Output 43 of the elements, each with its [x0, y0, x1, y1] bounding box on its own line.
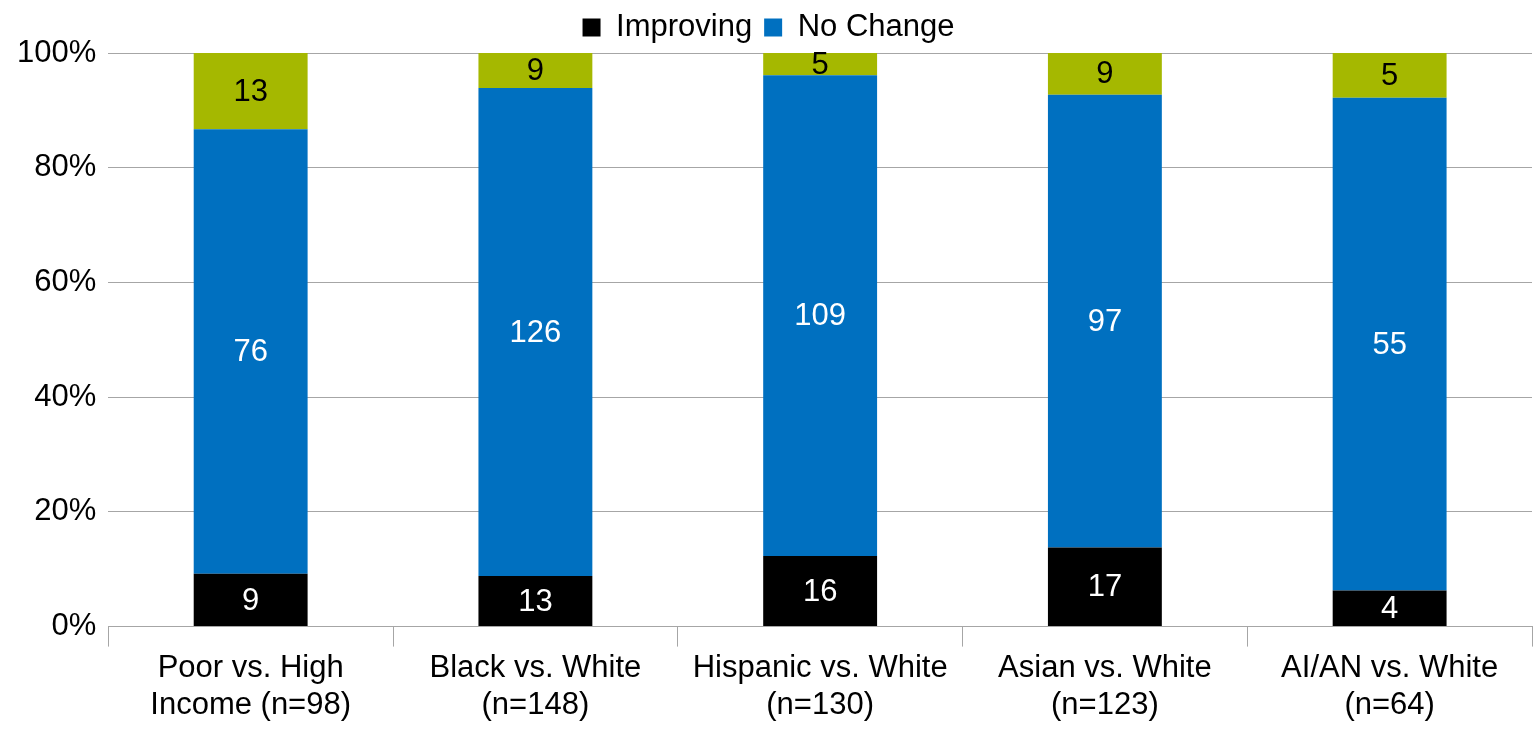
annotation: 9	[1096, 55, 1114, 91]
bar	[193, 573, 308, 627]
y-tick-label: 20%	[34, 492, 97, 528]
annotation: 76	[233, 333, 268, 369]
bar	[193, 129, 308, 574]
bar	[763, 556, 878, 627]
bar	[1047, 94, 1162, 548]
annotation: 13	[518, 582, 553, 618]
bar	[478, 87, 593, 577]
annotation: 13	[233, 72, 268, 108]
annotation: 97	[1087, 302, 1123, 338]
annotation: 5	[1381, 56, 1399, 92]
bar	[1332, 97, 1447, 591]
y-tick-label: 60%	[34, 262, 97, 298]
annotation: 4	[1381, 589, 1399, 625]
bar	[1047, 53, 1162, 95]
annotation: 9	[242, 581, 260, 617]
y-tick-label: 0%	[51, 607, 97, 643]
y-tick-label: 80%	[34, 148, 97, 184]
legend-label: No Change	[797, 8, 955, 44]
annotation: 16	[802, 572, 838, 608]
annotation: 55	[1372, 325, 1407, 361]
y-tick-label: 100%	[16, 33, 97, 69]
annotation: 9	[526, 52, 545, 88]
x-tick-label: Hispanic vs. White (n=130)	[692, 648, 948, 721]
legend-label: Improving	[616, 8, 753, 44]
x-tick-label: Asian vs. White (n=123)	[998, 648, 1212, 721]
bar	[193, 53, 308, 130]
annotation: 109	[794, 297, 847, 333]
bar	[1047, 547, 1162, 627]
annotation: 126	[509, 313, 562, 349]
annotation: 5	[811, 45, 829, 81]
bar	[763, 75, 878, 557]
x-tick-label: Poor vs. High Income (n=98)	[150, 648, 352, 721]
bar	[478, 576, 593, 627]
x-tick-label: Black vs. White (n=148)	[429, 648, 642, 721]
y-tick-label: 40%	[34, 377, 97, 413]
annotation: 17	[1087, 568, 1123, 604]
x-tick-label: AI/AN vs. White (n=64)	[1281, 648, 1499, 721]
bar	[1332, 53, 1447, 98]
bar	[763, 53, 878, 76]
bar	[478, 53, 593, 88]
bar	[1332, 590, 1447, 627]
